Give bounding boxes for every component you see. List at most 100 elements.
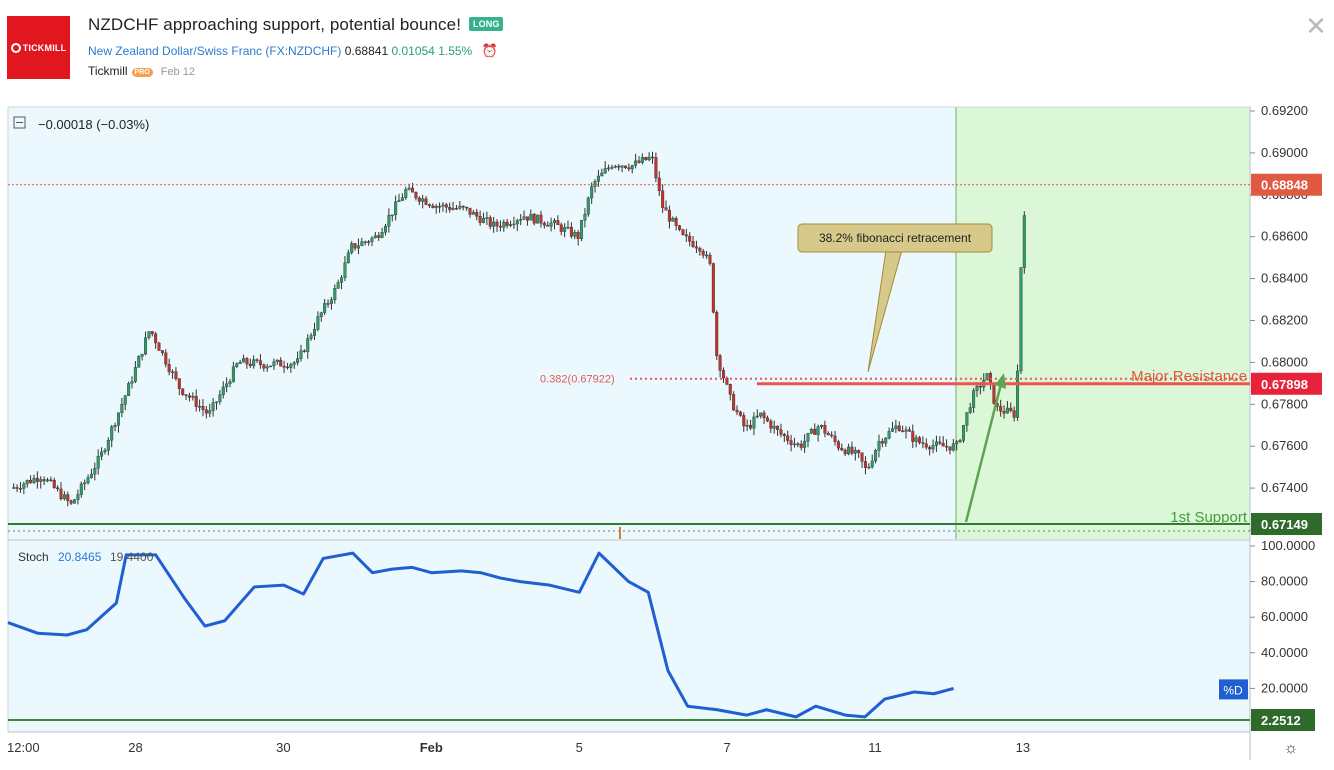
candle-body	[542, 222, 546, 226]
candle-body	[948, 446, 952, 451]
candle-body	[171, 371, 175, 373]
candle-body	[1009, 407, 1013, 411]
fib-label: 0.382(0.67922)	[540, 374, 615, 386]
candle-body	[39, 479, 43, 482]
candle-body	[272, 361, 276, 367]
candle-body	[35, 477, 39, 482]
candle-body	[955, 441, 959, 444]
candle-body	[475, 211, 479, 217]
candle-body	[316, 316, 320, 330]
candle-body	[275, 359, 279, 362]
candle-body	[786, 435, 790, 441]
candle-body	[394, 201, 398, 216]
price-tick-label: 0.68000	[1261, 354, 1308, 369]
candle-body	[1022, 215, 1026, 268]
candle-body	[140, 353, 144, 357]
candle-body	[823, 425, 827, 434]
candle-body	[556, 220, 560, 226]
candle-body	[225, 383, 229, 388]
candle-body	[799, 443, 803, 448]
candle-body	[928, 447, 932, 450]
candle-body	[792, 443, 796, 446]
candle-body	[461, 205, 465, 208]
time-axis[interactable]: 12:00 28 30 Feb 5 7 11 13	[7, 740, 1030, 755]
time-tick-label: 13	[1016, 740, 1030, 755]
candle-body	[694, 246, 698, 249]
candle-body	[637, 160, 641, 163]
candle-body	[836, 441, 840, 449]
candle-body	[921, 442, 925, 445]
stoch-tick-label: 40.0000	[1261, 645, 1308, 660]
candle-body	[407, 187, 411, 190]
candle-body	[738, 411, 742, 416]
candle-body	[438, 206, 442, 208]
candle-body	[945, 445, 949, 448]
candle-body	[1005, 407, 1009, 414]
candle-body	[32, 477, 36, 483]
candle-body	[580, 219, 584, 239]
candle-body	[708, 254, 712, 264]
candle-body	[441, 204, 445, 207]
candle-body	[755, 415, 759, 418]
time-tick-label: Feb	[420, 740, 443, 755]
candle-body	[749, 425, 753, 429]
candle-body	[488, 217, 492, 227]
candle-body	[309, 335, 313, 339]
stoch-axis[interactable]: 100.0000 80.0000 60.0000 40.0000 20.0000	[1250, 538, 1315, 695]
candle-body	[296, 358, 300, 363]
candle-body	[941, 443, 945, 447]
candle-body	[965, 412, 969, 426]
candle-body	[431, 205, 435, 208]
candle-body	[870, 460, 874, 468]
candle-body	[411, 187, 415, 193]
candle-body	[336, 282, 340, 289]
bounce-arrow-head	[995, 373, 1006, 389]
stoch-k-value: 20.8465	[58, 550, 102, 564]
candle-body	[647, 156, 651, 161]
candle-body	[306, 338, 310, 352]
publish-date: Feb 12	[160, 66, 195, 78]
close-icon[interactable]: ✕	[1305, 11, 1327, 41]
candle-body	[978, 385, 982, 388]
candle-body	[789, 440, 793, 445]
candle-body	[45, 479, 49, 482]
price-tick-label: 0.69200	[1261, 103, 1308, 118]
candle-body	[492, 221, 496, 227]
candle-body	[360, 241, 364, 246]
candle-body	[181, 388, 185, 395]
alarm-clock-icon[interactable]: ⏰	[481, 43, 498, 58]
candle-body	[279, 359, 283, 367]
candle-body	[880, 441, 884, 444]
collapse-icon[interactable]	[13, 116, 26, 129]
candle-body	[918, 437, 922, 443]
candle-body	[356, 245, 360, 249]
candle-body	[387, 215, 391, 227]
candle-body	[478, 216, 482, 223]
stoch-level-tag	[1251, 709, 1315, 731]
candle-body	[421, 198, 425, 202]
candle-body	[454, 207, 458, 210]
stoch-d-value: 19.4400	[110, 550, 154, 564]
candle-body	[999, 406, 1003, 412]
candle-body	[150, 331, 154, 335]
candle-body	[485, 217, 489, 219]
candle-body	[42, 479, 46, 482]
candle-body	[897, 425, 901, 431]
symbol-link[interactable]: New Zealand Dollar/Swiss Franc (FX:NZDCH…	[88, 44, 342, 58]
settings-icon[interactable]: ☼	[1284, 740, 1299, 757]
bounce-arrow-line	[964, 379, 1004, 523]
candle-body	[644, 157, 648, 161]
candle-body	[468, 207, 472, 215]
candle-body	[715, 311, 719, 356]
price-tick-label: 0.68600	[1261, 229, 1308, 244]
candle-body	[133, 367, 137, 382]
candle-body	[620, 165, 624, 168]
author-name[interactable]: Tickmill	[88, 64, 128, 78]
candle-body	[144, 337, 148, 355]
support-label: 1st Support	[1170, 509, 1248, 526]
price-axis[interactable]: 0.692000.690000.688000.686000.684000.682…	[1250, 103, 1308, 537]
candle-body	[73, 499, 77, 504]
long-badge: LONG	[469, 17, 504, 31]
candle-body	[350, 243, 354, 253]
